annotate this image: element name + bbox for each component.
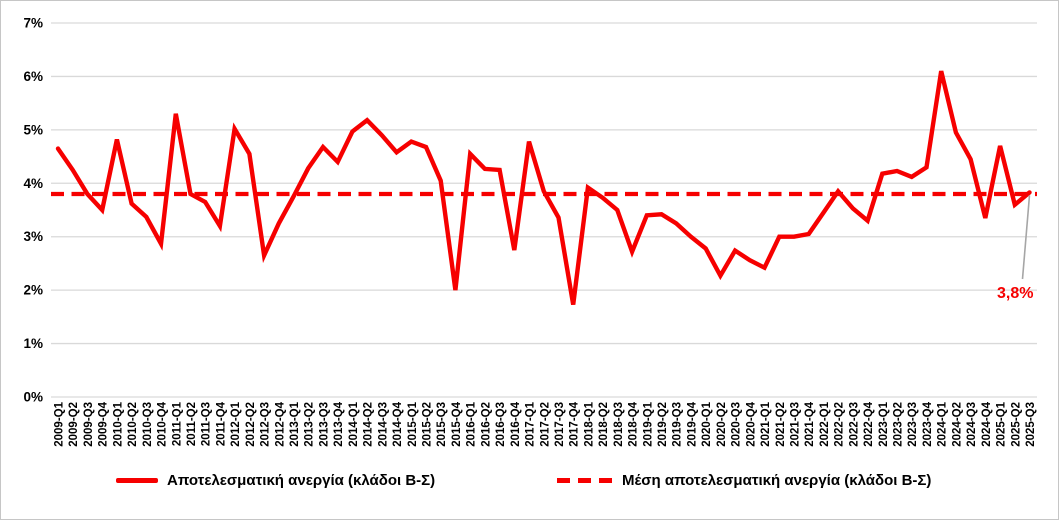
legend-solid-line-swatch [116,477,158,483]
x-axis-tick-label: 2011-Q4 [215,401,227,446]
x-axis-tick-label: 2013-Q2 [304,402,316,447]
y-axis-tick-label: 0% [23,390,43,405]
effective-unemployment-line [55,70,1032,305]
x-axis-tick-label: 2011-Q1 [171,401,183,446]
x-axis-tick-label: 2015-Q2 [421,402,433,447]
x-axis-tick-label: 2022-Q4 [863,401,875,446]
x-axis-tick-label: 2016-Q2 [480,402,492,447]
x-axis-tick-label: 2022-Q2 [834,402,846,447]
x-axis-tick-label: 2020-Q3 [731,402,743,447]
x-axis-tick-label: 2021-Q4 [804,401,816,446]
x-axis-tick-label: 2009-Q2 [68,402,80,447]
x-axis-tick-label: 2010-Q3 [142,402,154,447]
legend-item-mean-unemployment: Μέση αποτελεσματική ανεργία (κλάδοι Β-Σ) [557,470,931,490]
x-axis-tick-label: 2020-Q4 [745,401,757,446]
annotation-leader-line [1021,195,1031,280]
legend-item-effective-unemployment: Αποτελεσματική ανεργία (κλάδοι Β-Σ) [116,470,435,490]
x-axis-tick-label: 2016-Q3 [495,402,507,447]
x-axis-tick-label: 2019-Q2 [657,402,669,447]
x-axis-tick-label: 2011-Q3 [201,402,213,446]
x-axis-tick-label: 2017-Q1 [525,401,537,446]
x-axis-tick-label: 2019-Q1 [642,401,654,446]
x-axis-tick-label: 2014-Q4 [392,401,404,446]
x-axis-tick-label: 2020-Q1 [701,401,713,446]
x-axis-tick-label: 2009-Q1 [54,401,66,446]
x-axis-tick-label: 2017-Q3 [554,402,566,447]
x-axis-tick-label: 2016-Q4 [510,401,522,446]
x-axis-tick-label: 2014-Q3 [377,402,389,447]
x-axis-tick-label: 2012-Q3 [260,402,272,447]
x-axis-tick-label: 2019-Q4 [686,401,698,446]
x-axis-tick-label: 2018-Q3 [613,402,625,447]
y-axis-tick-label: 3% [23,229,43,244]
x-axis-tick-label: 2024-Q3 [966,402,978,447]
x-axis-tick-label: 2023-Q1 [878,401,890,446]
x-axis-tick-label: 2010-Q1 [112,401,124,446]
x-axis-tick-label: 2018-Q2 [598,402,610,447]
x-axis-tick-label: 2025-Q1 [996,401,1008,446]
x-axis-tick-label: 2012-Q4 [274,401,286,446]
x-axis-tick-label: 2013-Q4 [333,401,345,446]
x-axis-tick-label: 2015-Q1 [407,401,419,446]
x-axis-tick-label: 2009-Q4 [98,401,110,446]
y-axis-tick-label: 6% [23,69,43,84]
x-axis-tick-label: 2021-Q2 [775,402,787,447]
y-axis-tick-label: 7% [23,16,43,31]
x-axis-tick-label: 2015-Q3 [436,402,448,447]
y-axis-tick-label: 1% [23,336,43,351]
y-axis-tick-label: 4% [23,176,43,191]
x-axis-tick-label: 2015-Q4 [451,401,463,446]
x-axis-tick-label: 2024-Q4 [981,401,993,446]
x-axis-tick-label: 2021-Q3 [789,402,801,447]
x-axis-tick-label: 2011-Q2 [186,402,198,446]
x-axis-tick-label: 2018-Q4 [628,401,640,446]
x-axis-tick-label: 2009-Q3 [83,402,95,447]
x-axis-tick-label: 2023-Q2 [893,402,905,447]
x-axis-tick-label: 2022-Q1 [819,401,831,446]
y-axis-tick-label: 5% [23,122,43,137]
x-axis-tick-label: 2018-Q1 [583,401,595,446]
x-axis-tick-label: 2023-Q3 [907,402,919,447]
x-axis-tick-label: 2012-Q2 [245,402,257,447]
x-axis-tick-label: 2017-Q4 [569,401,581,446]
y-axis-tick-label: 2% [23,283,43,298]
x-axis-tick-label: 2010-Q2 [127,402,139,447]
annotation-label: 3,8% [997,285,1033,302]
x-axis-tick-label: 2016-Q1 [466,401,478,446]
x-axis-tick-label: 2025-Q3 [1025,402,1037,447]
x-axis-tick-label: 2024-Q2 [951,402,963,447]
x-axis-tick-label: 2019-Q3 [672,402,684,447]
x-axis-tick-label: 2024-Q1 [937,401,949,446]
x-axis-tick-label: 2014-Q1 [348,401,360,446]
x-axis-tick-label: 2025-Q2 [1010,402,1022,447]
x-axis-tick-label: 2017-Q2 [539,402,551,447]
legend-dashed-line-swatch [557,477,613,483]
x-axis-tick-label: 2013-Q3 [318,402,330,447]
x-axis-tick-label: 2013-Q1 [289,401,301,446]
x-axis-tick-label: 2014-Q2 [363,402,375,447]
x-axis-tick-label: 2012-Q1 [230,401,242,446]
x-axis-tick-label: 2022-Q3 [848,402,860,447]
legend-label-mean-unemployment: Μέση αποτελεσματική ανεργία (κλάδοι Β-Σ) [622,471,932,489]
legend-label-effective-unemployment: Αποτελεσματική ανεργία (κλάδοι Β-Σ) [167,471,436,489]
x-axis-tick-label: 2021-Q1 [760,401,772,446]
x-axis-tick-label: 2020-Q2 [716,402,728,447]
x-axis-tick-label: 2010-Q4 [157,401,169,446]
x-axis-tick-label: 2023-Q4 [922,401,934,446]
